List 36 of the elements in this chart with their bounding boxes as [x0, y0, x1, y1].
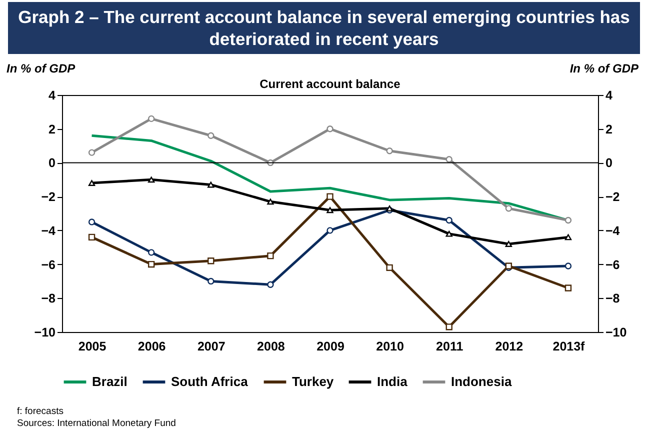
y2-tick-label: 0 [606, 156, 612, 170]
y-tick-label: 0 [48, 156, 56, 170]
x-tick-label: 2007 [197, 340, 226, 354]
y-tick-label: −10 [34, 326, 56, 340]
y2-tick-label: −2 [606, 190, 620, 204]
y2-axis-title: In % of GDP [570, 62, 640, 76]
y2-tick-label: −4 [606, 224, 620, 238]
x-tick-label: 2006 [138, 340, 166, 354]
x-tick-label: 2009 [316, 340, 344, 354]
y2-tick-label: −10 [606, 326, 627, 340]
legend-label: South Africa [171, 374, 249, 389]
chart-subtitle: Current account balance [258, 77, 402, 91]
y2-tick-label: −6 [606, 258, 620, 272]
chart-title: Graph 2 – The current account balance in several emerging countries has deteriorated in recent years [8, 2, 640, 54]
x-tick-label: 2011 [436, 340, 464, 354]
legend-label: Turkey [292, 374, 334, 389]
y-axis-title: In % of GDP [6, 62, 76, 76]
y-tick-label: −2 [41, 190, 56, 204]
y-tick-label: 2 [48, 122, 56, 136]
y-tick-label: −6 [41, 258, 56, 272]
x-tick-label: 2013f [552, 340, 586, 354]
y2-tick-label: 4 [606, 88, 612, 102]
legend-label: Brazil [92, 374, 128, 389]
x-tick-label: 2008 [257, 340, 285, 354]
legend-label: Indonesia [451, 374, 512, 389]
y-tick-label: 4 [48, 88, 56, 102]
text: f: forecasts [17, 406, 64, 418]
x-tick-label: 2010 [376, 340, 404, 354]
legend-label: India [377, 374, 408, 389]
source-note: Sources: International Monetary Fund [17, 418, 176, 430]
y-tick-label: −8 [41, 292, 56, 306]
y2-tick-label: −8 [606, 292, 620, 306]
x-tick-label: 2005 [78, 340, 106, 354]
y2-tick-label: 2 [606, 122, 612, 136]
x-tick-label: 2012 [495, 340, 524, 354]
y-tick-label: −4 [41, 224, 56, 238]
